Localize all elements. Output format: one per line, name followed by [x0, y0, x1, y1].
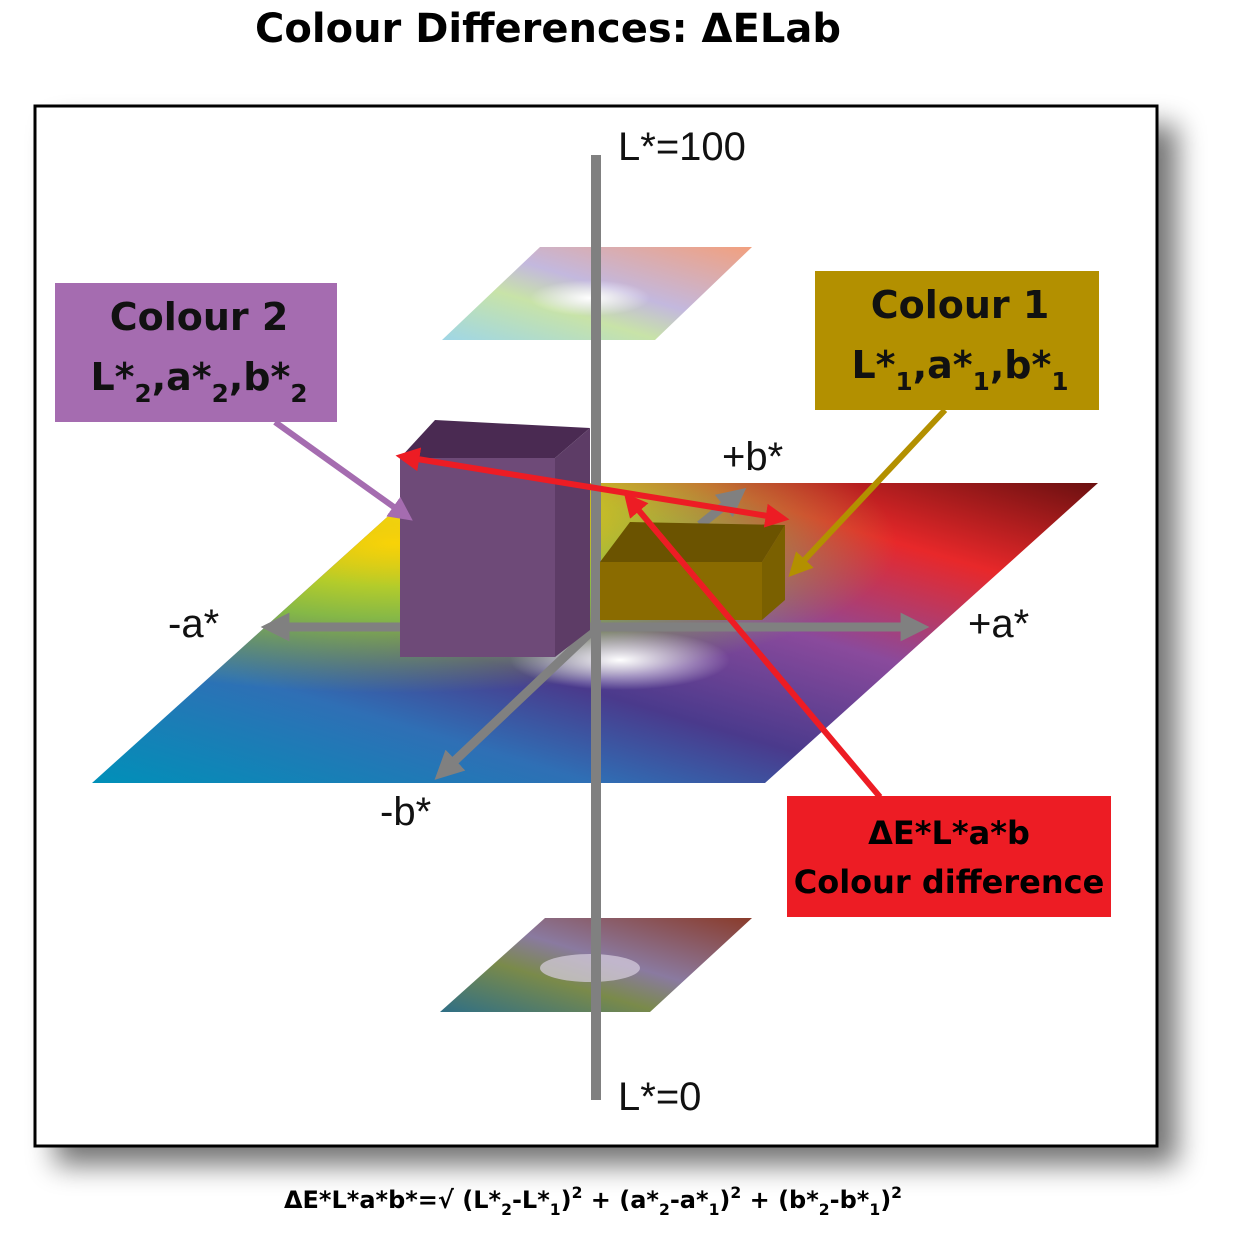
colour-2-label: Colour 2 [110, 295, 289, 339]
subscript: 1 [973, 367, 990, 396]
difference-label-2: Colour difference [794, 863, 1105, 901]
subscript: 2 [501, 1201, 512, 1219]
colour-2-pointer [273, 419, 413, 521]
subscript: 2 [659, 1201, 670, 1219]
text-run: -a* [670, 1186, 709, 1214]
difference-pointer [623, 492, 883, 799]
text-run: -b* [830, 1186, 870, 1214]
text-run: L* [90, 355, 134, 399]
minus-b-label: -b* [380, 790, 431, 834]
l-bottom-label: L*=0 [618, 1075, 701, 1119]
l-top-label: L*=100 [618, 125, 746, 169]
colour-1-label: Colour 1 [871, 283, 1050, 327]
subscript: 2 [290, 379, 307, 408]
text-run: + (a* [582, 1186, 659, 1214]
subscript: 2 [212, 379, 229, 408]
text-run: ) [880, 1186, 891, 1214]
difference-label-1: ΔE*L*a*b [868, 814, 1030, 852]
subscript: 2 [819, 1201, 830, 1219]
colour-2-box [400, 458, 555, 657]
supscript: 2 [730, 1184, 741, 1202]
subscript: 1 [709, 1201, 720, 1219]
text-run: + (b* [741, 1186, 819, 1214]
text-run: ) [719, 1186, 730, 1214]
title: Colour Differences: ΔELab [255, 6, 841, 52]
supscript: 2 [891, 1184, 902, 1202]
colour-1-box-top [600, 522, 785, 562]
minus-a-label: -a* [168, 602, 219, 646]
text-run: ,a* [152, 355, 212, 399]
colour-1-coords: L*1,a*1,b*1 [851, 343, 1068, 396]
text-run: L* [851, 343, 895, 387]
subscript: 1 [1051, 367, 1068, 396]
subscript: 1 [896, 367, 913, 396]
text-run: ) [561, 1186, 572, 1214]
colour-2-box-side [555, 428, 590, 657]
text-run: ΔE*L*a*b*=√ (L* [284, 1186, 502, 1214]
text-run: ,b* [990, 343, 1052, 387]
colour-2-coords: L*2,a*2,b*2 [90, 355, 307, 408]
text-run: ,b* [229, 355, 291, 399]
text-run: -L* [512, 1186, 550, 1214]
plus-b-label: +b* [722, 435, 783, 479]
difference-label-box [787, 796, 1111, 917]
subscript: 1 [869, 1201, 880, 1219]
plus-a-label: +a* [968, 602, 1029, 646]
supscript: 2 [572, 1184, 583, 1202]
minus-b-axis [434, 623, 600, 780]
colour-1-box [600, 562, 762, 620]
difference-vector [395, 447, 790, 528]
colour-2-label-box [55, 283, 337, 422]
text-run: ,a* [913, 343, 973, 387]
subscript: 1 [550, 1201, 561, 1219]
subscript: 2 [135, 379, 152, 408]
colour-1-box-side [762, 525, 785, 620]
formula: ΔE*L*a*b*=√ (L*2-L*1)2 + (a*2-a*1)2 + (b… [284, 1184, 902, 1219]
top-plane-highlight [530, 280, 650, 316]
colour-1-pointer [788, 407, 948, 578]
colour-1-label-box [815, 271, 1099, 410]
bottom-plane-highlight [540, 954, 640, 982]
